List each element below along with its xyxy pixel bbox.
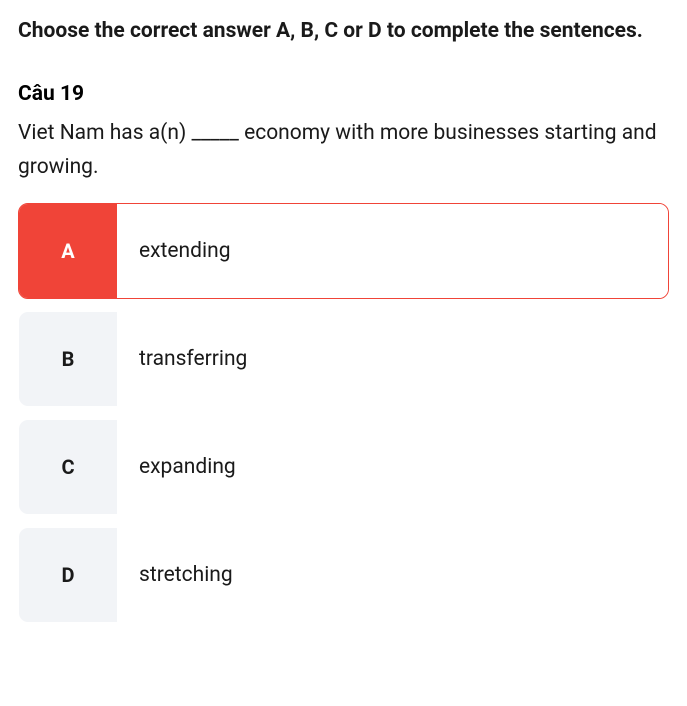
question-number: Câu 19 bbox=[18, 82, 669, 106]
instructions-text: Choose the correct answer A, B, C or D t… bbox=[18, 16, 669, 48]
option-letter: D bbox=[19, 528, 117, 622]
option-text: transferring bbox=[117, 312, 668, 406]
option-b[interactable]: B transferring bbox=[18, 311, 669, 407]
option-text: expanding bbox=[117, 420, 668, 514]
question-text: Viet Nam has a(n) _____ economy with mor… bbox=[18, 116, 669, 185]
options-list: A extending B transferring C expanding D… bbox=[18, 203, 669, 623]
option-letter: C bbox=[19, 420, 117, 514]
option-letter: B bbox=[19, 312, 117, 406]
option-d[interactable]: D stretching bbox=[18, 527, 669, 623]
option-letter: A bbox=[19, 204, 117, 298]
option-a[interactable]: A extending bbox=[18, 203, 669, 299]
option-text: extending bbox=[117, 204, 668, 298]
option-c[interactable]: C expanding bbox=[18, 419, 669, 515]
option-text: stretching bbox=[117, 528, 668, 622]
